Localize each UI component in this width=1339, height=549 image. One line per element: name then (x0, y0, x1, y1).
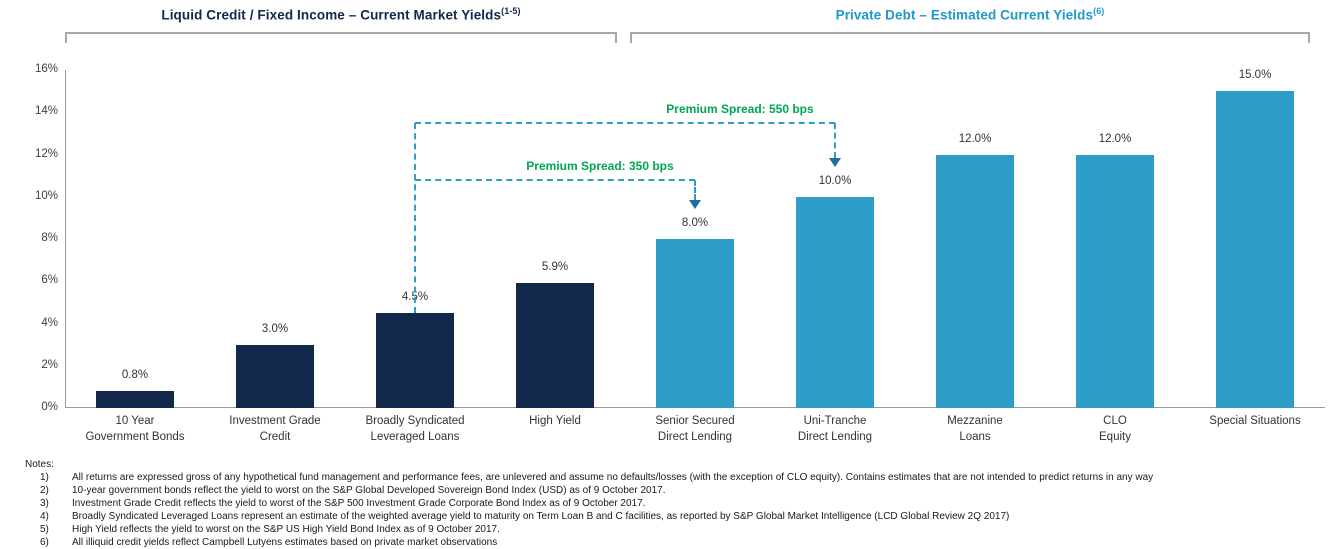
y-axis-tick-label: 6% (41, 274, 58, 287)
chart-bar (1076, 154, 1154, 408)
x-axis-label: Broadly Syndicated Leveraged Loans (345, 414, 485, 445)
x-axis-label-line: Uni-Tranche (803, 415, 867, 427)
note-text: 10-year government bonds reflect the yie… (72, 485, 666, 496)
chart-bar (96, 391, 174, 408)
x-axis-label: High Yield (485, 414, 625, 430)
bar-value-label: 8.0% (681, 217, 709, 229)
note-text: Broadly Syndicated Leveraged Loans repre… (72, 511, 1010, 522)
note-number: 5) (40, 524, 49, 535)
bar-value-label: 5.9% (541, 261, 569, 274)
annotation-riser-line (414, 122, 416, 313)
bar-value-label: 15.0% (1238, 69, 1272, 82)
note-item: 1) All returns are expressed gross of any… (25, 471, 1331, 484)
y-axis-tick-label: 4% (41, 316, 58, 329)
x-axis-label: Investment Grade Credit (205, 414, 345, 445)
bar-value-label: 12.0% (958, 132, 992, 145)
note-text: Investment Grade Credit reflects the yie… (72, 498, 646, 509)
x-axis-label: Uni-Tranche Direct Lending (765, 414, 905, 445)
x-axis-label-line: Senior Secured (655, 415, 735, 427)
left-group-header-superscript: (1-5) (501, 6, 521, 16)
bar-value-label: 3.0% (261, 322, 289, 335)
annotation-arrow-line (834, 122, 836, 158)
y-axis-tick-label: 10% (34, 189, 58, 202)
x-axis-label-line: Direct Lending (657, 430, 733, 443)
note-number: 3) (40, 498, 49, 509)
note-item: 4) Broadly Syndicated Leveraged Loans rep… (25, 510, 1331, 523)
note-item: 3) Investment Grade Credit reflects the y… (25, 497, 1331, 510)
y-axis-tick-label: 0% (41, 401, 58, 413)
note-number: 2) (40, 485, 49, 496)
x-axis-label-line: Investment Grade (229, 415, 321, 427)
chart-bar (516, 283, 594, 408)
x-axis-label-line: Equity (1099, 430, 1131, 443)
x-axis-label-line: Direct Lending (797, 430, 873, 443)
note-number: 6) (40, 537, 49, 548)
bar-value-label: 0.8% (121, 369, 149, 382)
note-number: 1) (40, 472, 49, 483)
annotation-label: Premium Spread: 550 bps (666, 101, 814, 116)
x-axis-label-line: Special Situations (1209, 415, 1301, 427)
chart-bar (936, 154, 1014, 408)
x-axis-label: CLO Equity (1045, 414, 1185, 445)
arrow-down-icon (689, 200, 701, 209)
right-group-bracket (630, 32, 1310, 43)
x-axis-label: 10 Year Government Bonds (65, 414, 205, 445)
notes-section: Notes: 1) All returns are expressed gross… (25, 458, 1331, 549)
note-item: 2) 10-year government bonds reflect the y… (25, 484, 1331, 497)
left-group-header: Liquid Credit / Fixed Income – Current M… (65, 6, 617, 23)
y-axis-tick-label: 2% (41, 358, 58, 371)
note-text: All returns are expressed gross of any h… (72, 472, 1154, 483)
y-axis-tick-label: 8% (41, 232, 58, 244)
y-axis-tick-label: 14% (34, 105, 58, 118)
x-axis-label-line: Broadly Syndicated (365, 415, 465, 427)
chart-bar (1216, 91, 1294, 408)
x-axis-label-line: Credit (259, 430, 291, 443)
x-axis-label-line: 10 Year (115, 415, 155, 427)
chart-bar (236, 344, 314, 408)
note-item: 6) All illiquid credit yields reflect Cam… (25, 536, 1331, 549)
left-group-header-label: Liquid Credit / Fixed Income – Current M… (161, 7, 502, 23)
x-axis-label: Mezzanine Loans (905, 414, 1045, 445)
arrow-down-icon (829, 157, 841, 167)
x-axis-label-line: Mezzanine (947, 415, 1003, 427)
notes-title: Notes: (25, 459, 54, 470)
chart-bar (796, 196, 874, 408)
right-group-header-superscript: (6) (1093, 6, 1105, 16)
left-group-bracket (65, 32, 617, 43)
x-axis-label: Senior Secured Direct Lending (625, 414, 765, 445)
annotation-label: Premium Spread: 350 bps (526, 158, 674, 173)
bar-value-label: 10.0% (818, 174, 852, 187)
x-axis-label-line: Leveraged Loans (370, 430, 460, 443)
right-group-header: Private Debt – Estimated Current Yields(… (630, 6, 1310, 23)
annotation-arrow-line (694, 179, 696, 200)
bar-value-label: 12.0% (1098, 132, 1132, 145)
notes-list: 1) All returns are expressed gross of any… (25, 471, 1331, 549)
right-group-header-label: Private Debt – Estimated Current Yields (835, 7, 1094, 23)
chart-bar (656, 239, 734, 408)
note-text: High Yield reflects the yield to worst o… (72, 524, 500, 535)
x-axis-label-line: High Yield (529, 415, 581, 427)
y-axis-tick-label: 16% (34, 63, 58, 75)
y-axis-tick-label: 12% (34, 147, 58, 160)
x-axis-label: Special Situations (1185, 414, 1325, 430)
x-axis-label-line: Loans (959, 430, 991, 443)
chart-bar (376, 312, 454, 408)
annotation-dashed-line (415, 178, 695, 181)
x-axis-label-line: CLO (1103, 415, 1127, 427)
note-number: 4) (40, 511, 49, 522)
annotation-dashed-line (415, 121, 835, 124)
x-axis-label-line: Government Bonds (85, 430, 185, 443)
note-item: 5) High Yield reflects the yield to worst… (25, 523, 1331, 536)
note-text: All illiquid credit yields reflect Campb… (72, 537, 498, 548)
